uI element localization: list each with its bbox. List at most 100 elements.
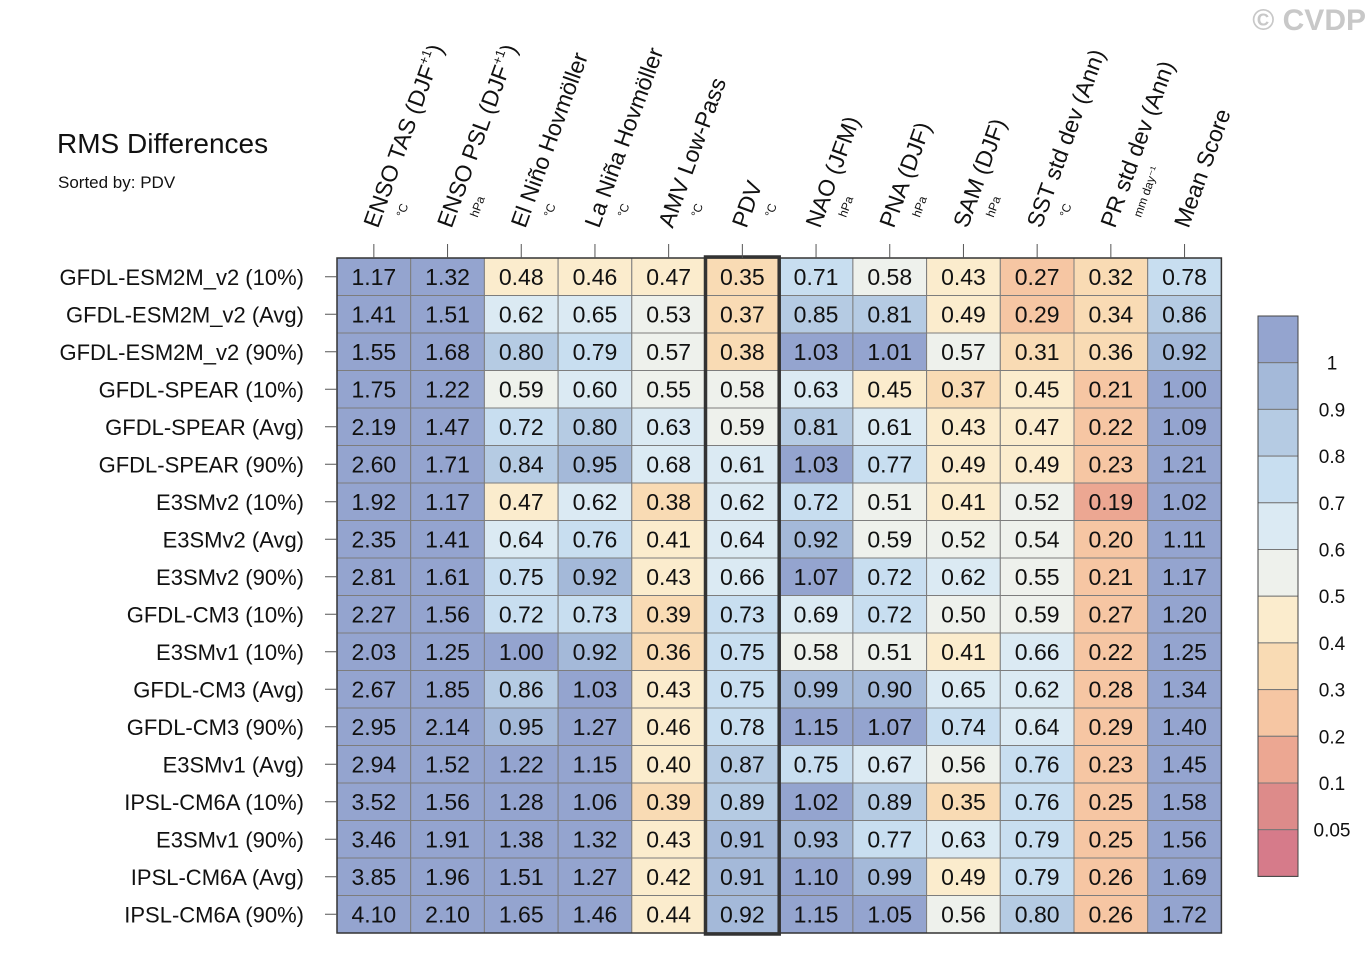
cell-value-label: 0.27 bbox=[1088, 601, 1133, 627]
cell-value-label: 0.29 bbox=[1015, 301, 1060, 327]
cell-value-label: 0.38 bbox=[646, 489, 691, 515]
heatmap-cell bbox=[1147, 895, 1222, 934]
heatmap-cell bbox=[631, 482, 706, 521]
colorbar-tick-label: 1 bbox=[1327, 354, 1338, 375]
row-label: GFDL-CM3 (10%) bbox=[127, 602, 304, 627]
heatmap-cell bbox=[705, 595, 780, 634]
cell-value-label: 0.65 bbox=[941, 676, 986, 702]
heatmap-cell bbox=[483, 520, 559, 559]
heatmap-cell bbox=[410, 520, 485, 559]
cell-value-label: 0.56 bbox=[941, 751, 986, 777]
cell-value-label: 0.62 bbox=[499, 301, 544, 327]
heatmap-cell bbox=[336, 332, 412, 371]
row-label: IPSL-CM6A (10%) bbox=[124, 790, 304, 815]
cell-value-label: 0.47 bbox=[1015, 414, 1060, 440]
cell-value-label: 0.21 bbox=[1088, 564, 1133, 590]
cell-value-label: 0.37 bbox=[941, 376, 986, 402]
heatmap-cell bbox=[557, 407, 633, 446]
column-unit-label: hPa bbox=[983, 194, 1004, 219]
cell-value-label: 0.20 bbox=[1088, 526, 1133, 552]
heatmap-cell bbox=[999, 632, 1075, 671]
cell-value-label: 0.57 bbox=[646, 339, 691, 365]
cell-value-label: 0.64 bbox=[499, 526, 544, 552]
cell-value-label: 3.85 bbox=[351, 864, 396, 890]
cell-value-label: 0.36 bbox=[646, 639, 691, 665]
heatmap-cell bbox=[483, 707, 559, 746]
cell-value-label: 0.41 bbox=[646, 526, 691, 552]
cell-value-label: 0.28 bbox=[1088, 676, 1133, 702]
cell-value-label: 1.41 bbox=[351, 301, 396, 327]
row-label: E3SMv1 (90%) bbox=[156, 827, 304, 852]
heatmap-cell bbox=[705, 257, 780, 296]
cell-value-label: 0.59 bbox=[499, 376, 544, 402]
row-label: E3SMv1 (Avg) bbox=[163, 752, 304, 777]
cell-value-label: 1.25 bbox=[425, 639, 470, 665]
cell-value-label: 2.67 bbox=[351, 676, 396, 702]
cell-value-label: 1.91 bbox=[425, 826, 470, 852]
cell-value-label: 0.84 bbox=[499, 451, 544, 477]
cell-value-label: 3.52 bbox=[351, 789, 396, 815]
colorbar-segment bbox=[1257, 315, 1299, 364]
cell-value-label: 0.49 bbox=[941, 301, 986, 327]
heatmap-cell bbox=[852, 557, 928, 596]
heatmap-cell bbox=[705, 632, 780, 671]
heatmap-cell bbox=[1073, 857, 1149, 896]
heatmap-cell bbox=[557, 707, 633, 746]
row-label: GFDL-CM3 (90%) bbox=[127, 715, 304, 740]
cell-value-label: 0.71 bbox=[794, 264, 839, 290]
cell-value-label: 0.79 bbox=[573, 339, 618, 365]
cell-value-label: 0.26 bbox=[1088, 864, 1133, 890]
heatmap-cell bbox=[705, 820, 780, 859]
row-label: IPSL-CM6A (90%) bbox=[124, 902, 304, 927]
column-unit-label: hPa bbox=[836, 194, 857, 219]
cell-value-label: 2.03 bbox=[351, 639, 396, 665]
heatmap-cell bbox=[705, 745, 780, 784]
heatmap-cell bbox=[926, 670, 1001, 709]
cell-value-label: 0.48 bbox=[499, 264, 544, 290]
heatmap-cell bbox=[483, 820, 559, 859]
heatmap-cell bbox=[1147, 482, 1222, 521]
cell-value-label: 1.32 bbox=[425, 264, 470, 290]
colorbar-tick-label: 0.5 bbox=[1319, 587, 1345, 608]
copyright-watermark: © CVDP bbox=[1252, 4, 1366, 37]
cell-value-label: 2.94 bbox=[351, 751, 396, 777]
heatmap-cell bbox=[631, 782, 706, 821]
heatmap-cell bbox=[631, 820, 706, 859]
heatmap-cell bbox=[557, 632, 633, 671]
column-label: PNA (DJF) bbox=[874, 119, 936, 231]
heatmap-cell bbox=[410, 632, 485, 671]
heatmap-cell bbox=[336, 407, 412, 446]
cell-value-label: 0.77 bbox=[867, 826, 912, 852]
colorbar: 1 0.9 0.8 0.7 0.6 0.5 0.4 0.3 0.2 0.1 0.05 bbox=[1257, 315, 1350, 877]
cell-value-label: 0.66 bbox=[720, 564, 765, 590]
cell-value-label: 0.34 bbox=[1088, 301, 1133, 327]
cell-value-label: 0.72 bbox=[867, 564, 912, 590]
cell-value-label: 0.67 bbox=[867, 751, 912, 777]
heatmap-cell bbox=[410, 595, 485, 634]
cell-value-label: 0.49 bbox=[941, 864, 986, 890]
cell-value-label: 0.79 bbox=[1015, 864, 1060, 890]
colorbar-segment bbox=[1257, 689, 1299, 737]
colorbar-segment bbox=[1257, 735, 1299, 784]
cell-value-label: 0.43 bbox=[646, 826, 691, 852]
heatmap-cell bbox=[410, 670, 485, 709]
cell-value-label: 0.47 bbox=[646, 264, 691, 290]
cell-value-label: 0.23 bbox=[1088, 751, 1133, 777]
row-label: E3SMv2 (90%) bbox=[156, 565, 304, 590]
cell-value-label: 0.61 bbox=[720, 451, 765, 477]
cell-value-label: 0.61 bbox=[867, 414, 912, 440]
column-label: SST std dev (Ann) bbox=[1021, 46, 1110, 231]
cell-value-label: 1.10 bbox=[794, 864, 839, 890]
cell-value-label: 0.21 bbox=[1088, 376, 1133, 402]
cell-value-label: 0.72 bbox=[794, 489, 839, 515]
cell-value-label: 0.93 bbox=[794, 826, 839, 852]
heatmap-cell bbox=[705, 895, 780, 934]
cell-value-label: 1.15 bbox=[794, 714, 839, 740]
colorbar-segment bbox=[1257, 642, 1299, 691]
heatmap-cells: 1.17 1.32 0.48 0.46 0.47 0.35 0.71 0.58 0.43 0.27… bbox=[336, 257, 1222, 934]
cell-value-label: 1.11 bbox=[1163, 526, 1206, 552]
heatmap-cell bbox=[631, 445, 706, 484]
column-label: SAM (DJF) bbox=[948, 115, 1011, 231]
cell-value-label: 1.22 bbox=[499, 751, 544, 777]
heatmap-cell bbox=[999, 370, 1075, 409]
